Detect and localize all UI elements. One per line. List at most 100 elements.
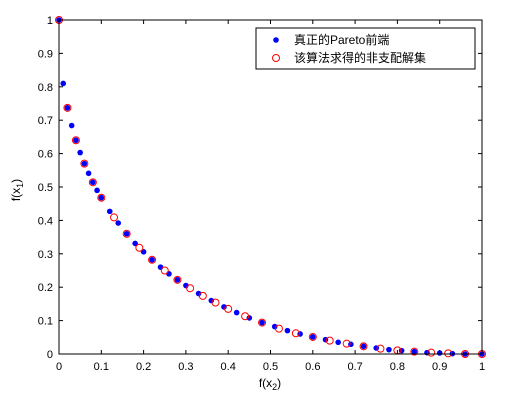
algorithm-solution-point [211,298,220,307]
true-front-point [85,170,92,177]
y-tick-label: 0.2 [38,282,53,294]
algorithm-solution-point [88,178,97,187]
legend-marker-algorithm-solutions [272,54,280,62]
true-front-point [174,277,181,283]
algorithm-solution-point [427,348,436,357]
true-front-point [424,349,430,356]
true-front-point [233,309,240,316]
y-tick-label: 0.1 [38,316,53,328]
y-axis: 0 0.1 0.2 0.3 0.4 0.5 0.6 0.7 0.8 0.9 1 [38,15,482,361]
x-tick-label: 0.4 [221,361,236,373]
legend-marker-true-front [273,37,279,43]
algorithm-solution-point [274,324,283,333]
y-axis-label-close: ) [9,179,23,183]
algorithm-solution-point [160,266,169,275]
algorithm-solution-point [173,275,182,284]
algorithm-solution-point [444,349,453,358]
x-axis-label-subscript: 2 [272,382,277,392]
true-front-point [60,80,67,87]
true-front-point [208,297,215,304]
x-axis-label-base: f(x [259,376,272,390]
true-front-point [411,348,418,355]
true-front-point [195,290,202,297]
legend-box [255,27,476,70]
true-front-point [94,187,100,194]
y-axis-label-subscript: 1 [15,183,25,188]
y-tick-label: 0.8 [38,82,53,94]
true-front-point [360,343,367,350]
true-front-point [259,319,265,326]
y-tick-label: 0.7 [38,115,53,127]
true-front-point [64,105,71,111]
y-tick-label: 0.3 [38,249,53,261]
x-tick-label: 0.2 [136,361,151,373]
algorithm-solution-point [148,255,157,264]
algorithm-solution-point [325,336,334,345]
algorithm-solution-point [342,339,351,348]
algorithm-solution-point [258,318,267,327]
legend-label-true-front: 真正的Pareto前端 [294,32,389,47]
true-front-point [284,327,291,334]
algorithm-solution-point [308,332,317,341]
true-front-point [68,122,75,129]
x-tick-label: 0.6 [305,361,320,373]
algorithm-solution-point [71,136,80,145]
true-front-point [335,339,341,346]
x-tick-label: 0.9 [432,361,447,373]
algorithm-solution-point [359,342,368,351]
legend: 真正的Pareto前端 该算法求得的非支配解集 [255,27,476,70]
true-front-point [115,220,122,226]
x-tick-label: 0 [56,361,62,373]
algorithm-solution-point [186,284,195,293]
true-front-point [123,230,130,237]
true-front-point [149,257,155,263]
x-tick-label: 0.1 [94,361,109,373]
y-tick-label: 0.9 [38,48,53,60]
legend-label-algorithm-solutions: 该算法求得的非支配解集 [294,50,426,65]
y-tick-label: 0.6 [38,149,53,161]
algorithm-solution-point [80,159,89,168]
true-front-point [106,208,113,215]
y-tick-label: 0 [47,349,53,361]
algorithm-solution-point [224,304,233,313]
algorithm-solution-point [291,329,300,338]
algorithm-solution-point [63,103,72,112]
true-front-point [157,264,164,270]
algorithm-solution-point [109,213,118,222]
y-tick-label: 0.4 [38,215,53,227]
y-axis-label: f(x1) [9,179,25,201]
algorithm-solution-point [241,312,250,321]
x-tick-label: 0.3 [178,361,193,373]
true-front-point [221,304,227,310]
plot-area [59,20,482,354]
y-tick-label: 1 [47,15,53,27]
true-front-point [90,179,96,186]
algorithm-solution-point [122,229,131,238]
true-front-point [98,194,105,201]
x-axis-label: f(x2) [259,376,281,392]
algorithm-solution-point [198,291,207,300]
x-axis: 0 0.1 0.2 0.3 0.4 0.5 0.6 0.7 0.8 0.9 1 [56,20,485,373]
true-front-point [271,323,278,330]
true-front-point [166,271,172,277]
true-front-point [246,315,253,321]
algorithm-solution-point [97,193,106,202]
x-axis-label-close: ) [277,376,281,390]
algorithm-solution-point [410,347,419,356]
true-front-point [81,160,88,167]
true-front-point [77,149,83,156]
series-layer [55,16,486,358]
algorithm-solution-point [376,344,385,353]
x-tick-label: 1 [479,361,485,373]
true-front-point [132,240,138,247]
true-front-point [386,346,392,353]
x-tick-label: 0.5 [263,361,278,373]
y-axis-label-base: f(x [9,188,23,201]
y-tick-label: 0.5 [38,182,53,194]
algorithm-solution-point [135,243,144,252]
true-front-point [73,137,79,144]
true-front-point [310,334,316,340]
x-tick-label: 0.8 [390,361,405,373]
x-tick-label: 0.7 [347,361,362,373]
